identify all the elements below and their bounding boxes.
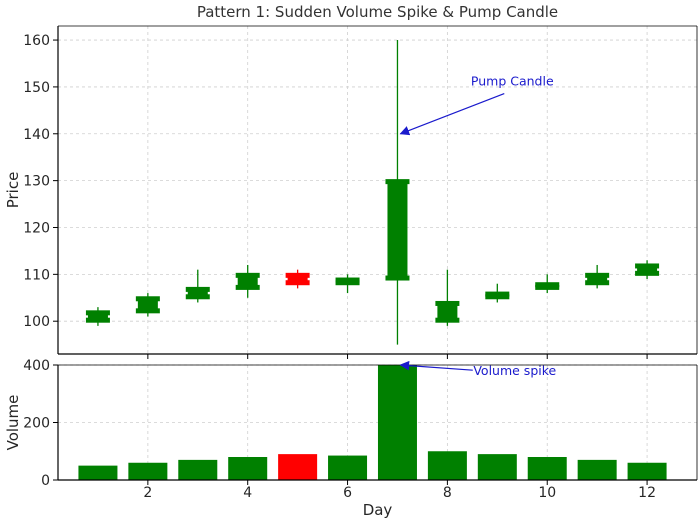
candle-body-cap-top: [335, 277, 360, 283]
candle-body-cap-bottom: [85, 317, 110, 323]
candle-body-cap-top: [285, 272, 310, 278]
price-y-tick-label: 140: [23, 127, 50, 143]
volume-panel: 0 200 400 2 4 6 8 10 12 Volume Volume spike: [4, 358, 698, 501]
volume-bar-day-9: [477, 454, 517, 480]
price-y-tick-label: 130: [23, 174, 50, 190]
candle-body: [437, 302, 458, 322]
volume-annotation-label: Volume spike: [473, 363, 556, 378]
x-tick-label: 6: [343, 485, 352, 501]
candle-day-10: [535, 274, 560, 294]
candle-day-12: [635, 260, 660, 280]
pump-annotation-arrow: [399, 92, 505, 136]
price-panel: 100 110 120 130 140 150 160 Price Pump Candle: [4, 25, 698, 359]
x-tick-label: 10: [538, 485, 556, 501]
x-tick-label: 8: [443, 485, 452, 501]
candle-body-cap-bottom: [435, 317, 460, 323]
candle-body-cap-top: [185, 286, 210, 292]
candle-body: [587, 274, 608, 284]
price-y-tick-label: 120: [23, 220, 50, 236]
volume-bar-day-4: [228, 457, 268, 480]
candle-body: [287, 274, 308, 284]
candle-body-cap-top: [235, 272, 260, 278]
price-grid: [58, 26, 697, 354]
volume-bar-day-10: [527, 457, 567, 480]
candle-day-9: [485, 283, 510, 303]
candle-body-cap-bottom: [385, 275, 410, 281]
candle-body: [137, 297, 158, 312]
volume-annotation-arrow: [399, 360, 473, 371]
volume-annotation-group: Volume spike: [399, 360, 557, 378]
price-y-tick-label: 100: [23, 314, 50, 330]
volume-axis-label: Volume: [4, 395, 22, 451]
volume-bar-day-11: [577, 459, 617, 480]
candle-body-cap-top: [535, 282, 560, 288]
candle-day-2: [135, 293, 160, 317]
candle-body: [187, 288, 208, 298]
volume-bar-day-3: [178, 459, 218, 480]
x-tick-label: 12: [638, 485, 656, 501]
candle-body: [637, 264, 658, 275]
candle-day-4: [235, 264, 260, 298]
price-y-tick-label: 110: [23, 267, 50, 283]
price-axes: 100 110 120 130 140 150 160: [23, 25, 698, 359]
candle-body-cap-bottom: [485, 294, 510, 300]
candle-body-cap-bottom: [135, 308, 160, 314]
x-axis-label: Day: [363, 501, 393, 518]
candle-body-cap-top: [585, 272, 610, 278]
x-tick-label: 4: [243, 485, 252, 501]
candle-day-5: [285, 269, 310, 289]
candle-body-cap-bottom: [285, 280, 310, 286]
volume-bars: [78, 365, 667, 480]
volume-bar-day-2: [128, 462, 168, 480]
pump-annotation-label: Pump Candle: [471, 74, 554, 89]
candle-body-cap-bottom: [635, 270, 660, 276]
candle-day-1: [85, 307, 110, 326]
volume-bar-day-1: [78, 465, 118, 480]
volume-bar-day-8: [427, 451, 467, 480]
volume-y-tick-label: 400: [23, 358, 50, 374]
candle-body-cap-top: [435, 300, 460, 306]
chart-title: Pattern 1: Sudden Volume Spike & Pump Ca…: [197, 3, 558, 21]
x-tick-label: 2: [143, 485, 152, 501]
volume-axes: 0 200 400 2 4 6 8 10 12: [23, 358, 698, 501]
volume-y-tick-label: 200: [23, 416, 50, 432]
candle-day-7: [385, 40, 410, 345]
candle-body-cap-bottom: [185, 294, 210, 300]
candle-day-11: [585, 264, 610, 289]
candle-day-8: [435, 269, 460, 326]
price-candles: [85, 40, 660, 345]
volume-bar-day-5: [278, 454, 318, 480]
candle-body-cap-top: [135, 296, 160, 302]
candle-body: [237, 274, 258, 289]
candle-day-3: [185, 269, 210, 303]
candle-body-cap-top: [85, 310, 110, 316]
volume-y-tick-label: 0: [41, 473, 50, 489]
candle-body: [387, 180, 408, 280]
candle-body-cap-top: [635, 263, 660, 269]
pump-annotation-group: Pump Candle: [399, 74, 554, 136]
candle-body-cap-bottom: [235, 284, 260, 290]
candle-day-6: [335, 274, 360, 294]
candle-body-cap-bottom: [335, 280, 360, 286]
price-y-tick-label: 150: [23, 80, 50, 96]
price-y-tick-label: 160: [23, 33, 50, 49]
candle-body: [87, 311, 108, 322]
candle-body-cap-top: [385, 179, 410, 185]
volume-bar-day-12: [627, 462, 667, 480]
volume-bar-day-6: [328, 455, 368, 480]
price-axis-label: Price: [4, 172, 22, 209]
candle-body-cap-bottom: [535, 284, 560, 290]
candle-body-cap-top: [485, 291, 510, 297]
volume-bar-day-7: [377, 365, 417, 480]
candle-body-cap-bottom: [585, 280, 610, 286]
